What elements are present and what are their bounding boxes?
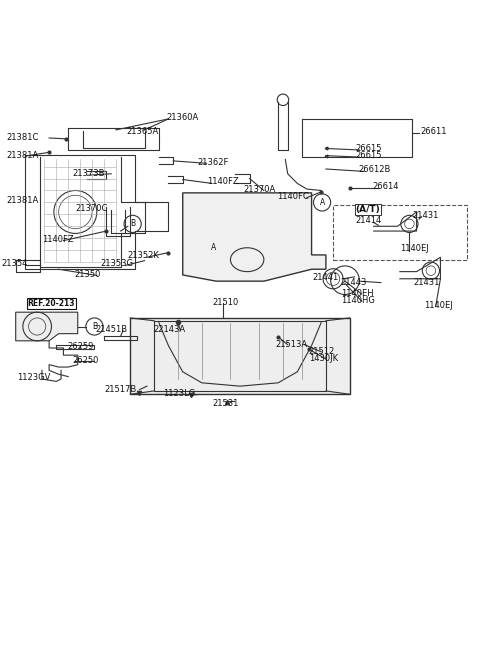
Text: REF.20-213: REF.20-213	[28, 299, 75, 308]
Text: 21381C: 21381C	[6, 133, 38, 142]
Text: 21414: 21414	[356, 215, 382, 225]
Text: B: B	[92, 322, 97, 331]
Text: 1123LG: 1123LG	[163, 389, 195, 398]
Text: 1123GV: 1123GV	[17, 373, 50, 382]
Text: 26614: 26614	[372, 182, 399, 191]
Text: 21431: 21431	[413, 278, 440, 287]
Text: 21451B: 21451B	[96, 325, 128, 334]
Text: A: A	[211, 244, 216, 252]
Text: 21370A: 21370A	[244, 185, 276, 193]
Text: 1140HG: 1140HG	[341, 296, 375, 305]
Text: 1430JK: 1430JK	[309, 354, 338, 363]
Text: 26259: 26259	[67, 342, 94, 351]
Text: 21431: 21431	[413, 211, 439, 220]
Text: B: B	[130, 219, 135, 229]
Text: 21381A: 21381A	[6, 197, 38, 206]
Text: 21360A: 21360A	[166, 114, 198, 123]
Text: 1140FZ: 1140FZ	[42, 235, 73, 244]
Polygon shape	[183, 193, 326, 281]
Text: 21510: 21510	[212, 298, 239, 307]
Text: 21517B: 21517B	[104, 385, 136, 394]
Text: 21353G: 21353G	[101, 259, 133, 268]
Text: 21352K: 21352K	[128, 251, 160, 260]
Text: 1140EJ: 1140EJ	[400, 244, 429, 253]
Polygon shape	[16, 312, 78, 341]
Text: 21443: 21443	[340, 278, 367, 287]
Text: 26250: 26250	[72, 356, 98, 365]
Text: 21370C: 21370C	[75, 204, 108, 213]
Text: 1140FZ: 1140FZ	[207, 178, 239, 186]
Text: 21354: 21354	[1, 259, 28, 268]
Text: 1140EH: 1140EH	[341, 289, 374, 298]
Text: 26611: 26611	[420, 127, 447, 136]
Text: A: A	[320, 198, 324, 207]
Text: 21441: 21441	[312, 273, 339, 282]
Text: 26615: 26615	[356, 144, 382, 153]
Text: 21373B: 21373B	[72, 169, 105, 178]
Polygon shape	[130, 318, 350, 394]
Text: 21362F: 21362F	[197, 158, 228, 167]
Text: 21513A: 21513A	[276, 340, 308, 349]
Text: (A/T): (A/T)	[356, 205, 380, 214]
Text: 21350: 21350	[74, 270, 100, 279]
Text: 22143A: 22143A	[153, 325, 185, 334]
Text: 26612B: 26612B	[359, 165, 391, 174]
Text: 1140EJ: 1140EJ	[424, 302, 453, 310]
Text: 21531: 21531	[213, 400, 239, 408]
Text: 1140FC: 1140FC	[277, 192, 309, 200]
Text: 26615: 26615	[356, 151, 382, 160]
Text: 21381A: 21381A	[6, 151, 38, 160]
Text: 21365A: 21365A	[126, 127, 159, 136]
Text: 21512: 21512	[308, 347, 335, 356]
